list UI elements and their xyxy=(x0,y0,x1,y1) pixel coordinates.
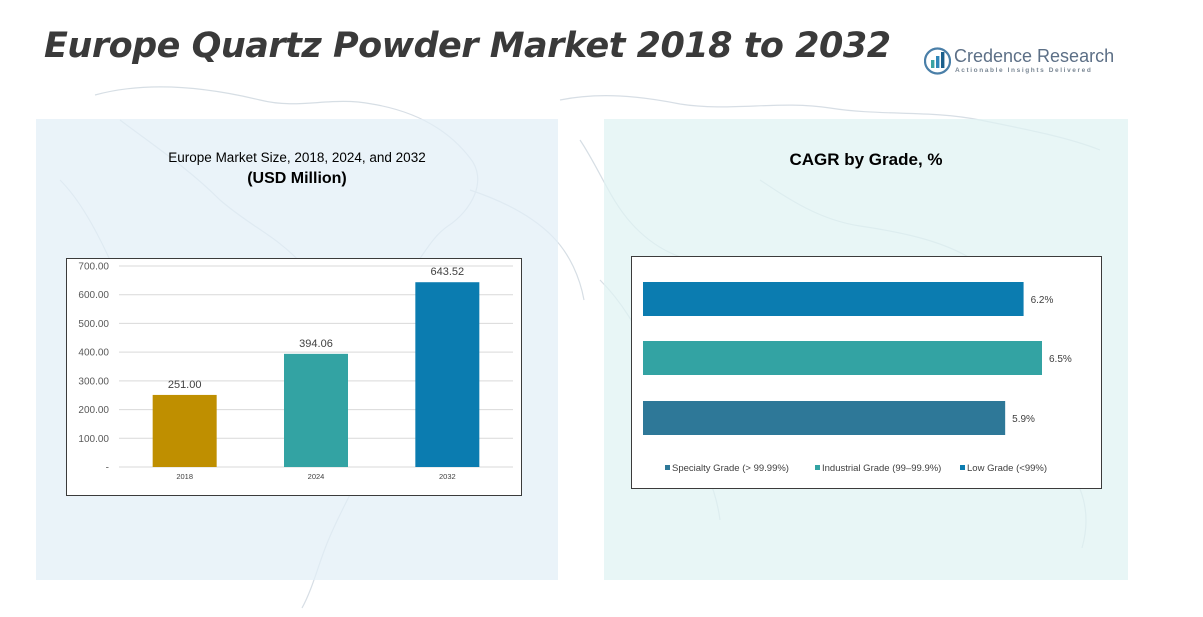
x-tick-label: 2032 xyxy=(439,472,456,481)
market-size-bar-chart: - 100.00 200.00 300.00 400.00 500.00 600.00 700… xyxy=(78,262,513,481)
cagr-value-label: 5.9% xyxy=(1012,414,1035,425)
bar-2018 xyxy=(152,394,217,467)
y-tick-label: 500.00 xyxy=(78,319,109,330)
y-tick-label: 700.00 xyxy=(78,262,109,273)
market-size-title: Europe Market Size, 2018, 2024, and 2032 xyxy=(168,150,426,165)
brand-logo: Credence Research Actionable Insights De… xyxy=(924,44,1114,80)
y-tick-label: 400.00 xyxy=(78,348,109,359)
cagr-title: CAGR by Grade, % xyxy=(789,150,943,169)
bar-2024 xyxy=(284,353,348,467)
legend-label: Specialty Grade (> 99.99%) xyxy=(672,463,789,474)
market-size-unit: (USD Million) xyxy=(247,170,347,187)
x-tick-label: 2018 xyxy=(176,472,193,481)
cagr-value-label: 6.2% xyxy=(1031,295,1054,306)
bar-chart-logo-icon xyxy=(924,47,951,75)
x-tick-label: 2024 xyxy=(308,472,325,481)
legend-label: Industrial Grade (99–99.9%) xyxy=(822,463,941,474)
legend-swatch xyxy=(815,465,820,470)
cagr-chart-frame: 6.2% 6.5% 5.9% Specialty Grade (> 99.99%) In… xyxy=(631,256,1102,489)
market-size-chart-frame: - 100.00 200.00 300.00 400.00 500.00 600.00 700… xyxy=(66,258,522,496)
market-size-panel: Europe Market Size, 2018, 2024, and 2032… xyxy=(36,119,558,580)
legend-swatch xyxy=(665,465,670,470)
y-tick-label: 600.00 xyxy=(78,290,109,301)
y-tick-label: 200.00 xyxy=(78,405,109,416)
cagr-value-label: 6.5% xyxy=(1049,354,1072,365)
cagr-panel: CAGR by Grade, % 6.2% 6.5% 5.9% Specialty G… xyxy=(604,119,1128,580)
brand-name: Credence Research xyxy=(954,46,1115,66)
cagr-bar xyxy=(643,341,1042,375)
bar-value-label: 251.00 xyxy=(168,379,202,391)
cagr-bar xyxy=(643,401,1006,435)
brand-tagline: Actionable Insights Delivered xyxy=(955,67,1093,74)
bar-value-label: 643.52 xyxy=(431,266,465,278)
bar-2032 xyxy=(415,282,480,467)
cagr-bar-chart: 6.2% 6.5% 5.9% Specialty Grade (> 99.99%) In… xyxy=(643,282,1072,474)
cagr-bar xyxy=(643,282,1024,316)
legend-swatch xyxy=(960,465,965,470)
y-tick-label: 100.00 xyxy=(78,434,109,445)
y-tick-label: 300.00 xyxy=(78,376,109,387)
page-title: Europe Quartz Powder Market 2018 to 2032 xyxy=(44,26,891,66)
bar-value-label: 394.06 xyxy=(299,338,333,350)
legend-label: Low Grade (<99%) xyxy=(967,463,1047,474)
y-tick-label: - xyxy=(106,463,109,474)
